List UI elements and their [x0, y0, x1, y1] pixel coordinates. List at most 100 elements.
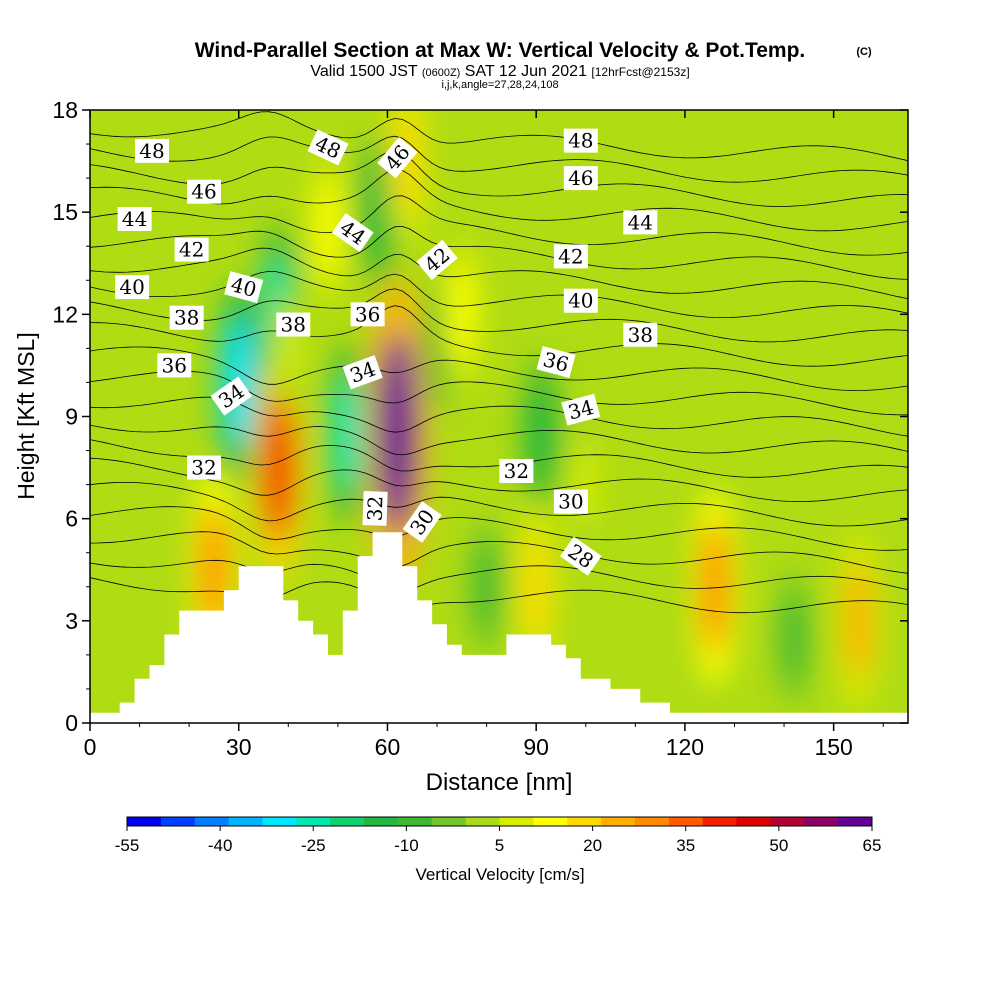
theta-label-box: [224, 271, 264, 304]
theta-label-box: [623, 322, 658, 347]
subtitle-forecast: [12hrFcst@2153z]: [591, 65, 689, 79]
grid-indices: i,j,k,angle=27,28,24,108: [441, 79, 558, 91]
theta-label-text: 32: [363, 495, 388, 521]
theta-contour-39: [90, 305, 908, 367]
x-tick-label: 150: [814, 734, 852, 760]
subtitle-utc: (0600Z): [422, 67, 461, 79]
theta-label-box: [553, 489, 588, 514]
theta-contour-43: [90, 225, 908, 280]
theta-label: 40: [563, 288, 598, 313]
y-tick-label: 18: [52, 97, 78, 123]
theta-label-text: 38: [281, 313, 306, 337]
colorbar-tick-label: 50: [769, 836, 788, 855]
theta-label: 34: [561, 393, 601, 426]
theta-label: 38: [623, 322, 658, 347]
theta-contour-42: [90, 247, 908, 300]
colorbar-tick-label: 65: [863, 836, 882, 855]
theta-label: 38: [169, 305, 204, 330]
y-axis-label: Height [Kft MSL]: [13, 332, 39, 499]
theta-label-box: [563, 128, 598, 153]
y-tick-label: 0: [65, 710, 78, 736]
theta-contour-40: [90, 288, 908, 343]
updraft-core: [700, 521, 730, 653]
theta-label-text: 40: [568, 289, 593, 313]
x-axis: 0 30 60 90 120 150: [84, 110, 884, 760]
updraft-core: [844, 560, 873, 681]
theta-label: 36: [350, 302, 385, 327]
theta-contour-47: [90, 135, 908, 183]
colorbar-swatch: [465, 817, 500, 826]
colorbar-tick-label: -40: [208, 836, 233, 855]
colorbar-swatch: [601, 817, 636, 826]
theta-label-text: 32: [504, 459, 529, 483]
theta-label-box: [563, 288, 598, 313]
updraft-core: [574, 440, 598, 529]
theta-label-box: [342, 355, 383, 390]
colorbar-swatch: [702, 817, 738, 826]
colorbar-swatch: [296, 817, 331, 826]
theta-label: 32: [187, 455, 222, 480]
colorbar-tick-label: 5: [495, 836, 504, 855]
downdraft-core: [528, 384, 554, 484]
colorbar-swatch: [364, 817, 399, 826]
theta-label-text: 40: [119, 275, 144, 299]
theta-contour-35: [90, 424, 908, 456]
theta-label-box: [331, 213, 374, 253]
x-tick-label: 120: [666, 734, 704, 760]
theta-label-box: [623, 210, 658, 235]
colorbar-swatch: [194, 817, 230, 826]
y-tick-label: 15: [52, 199, 78, 225]
y-tick-label: 6: [65, 506, 78, 532]
theta-label-box: [416, 239, 458, 280]
theta-label-box: [559, 536, 602, 576]
theta-label-text: 42: [179, 238, 204, 262]
theta-contour-30: [90, 531, 908, 574]
downdraft-core: [334, 373, 362, 494]
theta-label: 46: [187, 179, 222, 204]
theta-label-box: [563, 166, 598, 191]
colorbar-swatch: [736, 817, 771, 826]
colorbar-swatch: [431, 817, 467, 826]
theta-label-box: [362, 491, 388, 526]
theta-label-text: 44: [122, 207, 147, 231]
theta-label-box: [276, 312, 311, 337]
colorbar-swatch: [567, 817, 602, 826]
theta-label: 48: [563, 128, 598, 153]
colorbar-tick-label: 20: [583, 836, 602, 855]
theta-label: 48: [134, 138, 169, 163]
theta-contour-38: [90, 346, 908, 392]
colorbar: -55 -40 -25 -10 5 20 35 50 65: [115, 816, 882, 855]
colorbar-swatch: [160, 817, 196, 826]
subtitle-date: SAT 12 Jun 2021: [465, 63, 587, 80]
colorbar-swatch: [330, 817, 365, 826]
colorbar-tick-label: -10: [394, 836, 419, 855]
theta-contour-33: [90, 457, 908, 502]
theta-label: 40: [115, 275, 150, 300]
updraft-core: [199, 504, 229, 635]
colorbar-swatch: [228, 817, 263, 826]
theta-label-text: 46: [191, 180, 216, 204]
theta-label-box: [553, 244, 588, 269]
x-tick-label: 0: [84, 734, 97, 760]
theta-label-text: 30: [558, 490, 583, 514]
theta-label-text: 44: [628, 210, 653, 234]
theta-label-box: [377, 136, 418, 179]
theta-contour-34: [90, 439, 908, 478]
colorbar-swatch: [397, 817, 433, 826]
theta-contour-46: [90, 150, 908, 207]
theta-label-text: 38: [628, 323, 653, 347]
theta-label-text: 46: [568, 166, 593, 190]
theta-label-box: [210, 376, 253, 416]
updraft-core: [523, 532, 550, 642]
theta-contour-48: [90, 111, 908, 162]
theta-label-box: [307, 129, 349, 166]
theta-contour-37: [90, 370, 908, 416]
theta-label: 42: [174, 237, 209, 262]
updraft-core: [315, 179, 341, 279]
colorbar-swatch: [770, 817, 805, 826]
updraft-core: [262, 391, 295, 544]
y-tick-label: 9: [65, 404, 78, 430]
